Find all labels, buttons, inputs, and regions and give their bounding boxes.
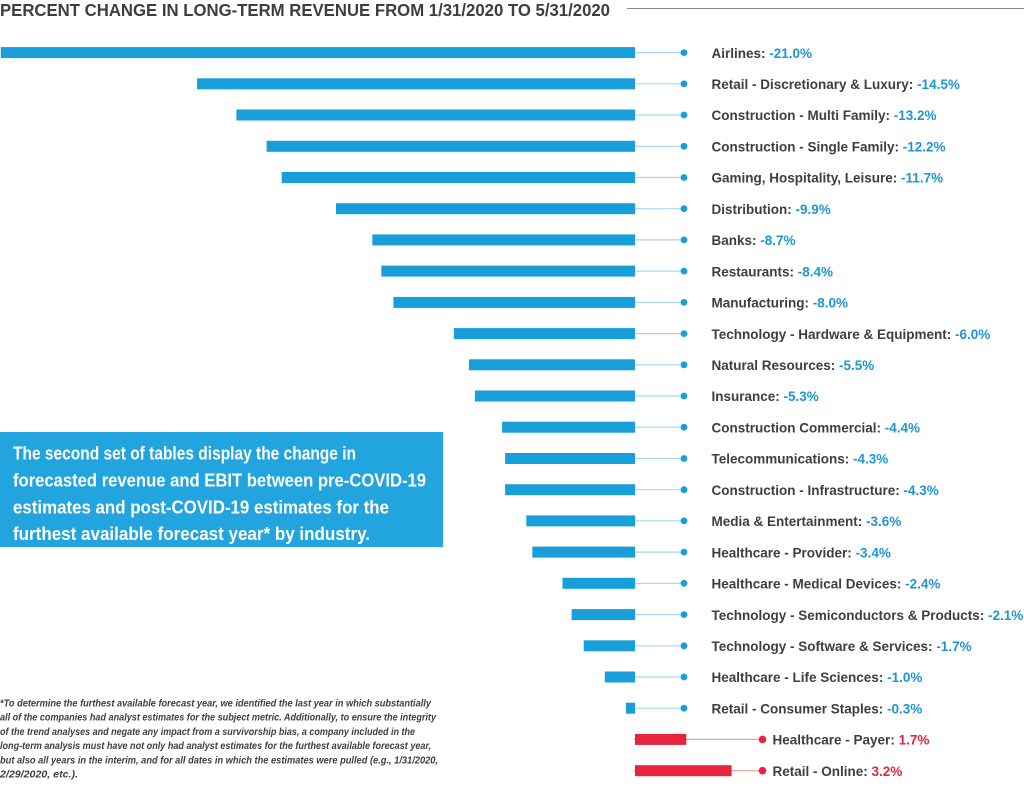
svg-text:Natural Resources: -5.5%: Natural Resources: -5.5% bbox=[712, 358, 875, 373]
svg-text:Construction Commercial: -4.4%: Construction Commercial: -4.4% bbox=[712, 420, 921, 435]
svg-text:Airlines: -21.0%: Airlines: -21.0% bbox=[712, 46, 813, 61]
svg-text:Technology - Software & Servic: Technology - Software & Services: -1.7% bbox=[712, 639, 972, 654]
svg-text:Media & Entertainment: -3.6%: Media & Entertainment: -3.6% bbox=[712, 514, 902, 529]
svg-text:furthest available forecast ye: furthest available forecast year* by ind… bbox=[13, 523, 370, 544]
svg-text:Retail - Online: 3.2%: Retail - Online: 3.2% bbox=[773, 764, 903, 779]
svg-text:Construction - Multi Family: -: Construction - Multi Family: -13.2% bbox=[712, 108, 937, 123]
svg-text:Manufacturing: -8.0%: Manufacturing: -8.0% bbox=[712, 296, 849, 311]
svg-text:Retail - Discretionary & Luxur: Retail - Discretionary & Luxury: -14.5% bbox=[712, 77, 960, 92]
svg-text:*To determine the furthest ava: *To determine the furthest available for… bbox=[0, 699, 431, 710]
svg-text:Technology - Hardware & Equipm: Technology - Hardware & Equipment: -6.0% bbox=[712, 327, 991, 342]
svg-text:all of the companies had analy: all of the companies had analyst estimat… bbox=[0, 713, 436, 724]
svg-text:estimates and post-COVID-19 es: estimates and post-COVID-19 estimates fo… bbox=[13, 497, 389, 518]
svg-text:Healthcare - Life Sciences: -1: Healthcare - Life Sciences: -1.0% bbox=[712, 670, 923, 685]
svg-text:Technology - Semiconductors &: Technology - Semiconductors & Products: … bbox=[712, 608, 1024, 623]
svg-text:Construction - Single Family:: Construction - Single Family: -12.2% bbox=[712, 140, 946, 155]
svg-text:Construction - Infrastructure:: Construction - Infrastructure: -4.3% bbox=[712, 483, 939, 498]
svg-text:Retail - Consumer Staples: -0.: Retail - Consumer Staples: -0.3% bbox=[712, 701, 923, 716]
svg-text:Healthcare - Provider: -3.4%: Healthcare - Provider: -3.4% bbox=[712, 545, 891, 560]
svg-text:forecasted revenue and EBIT be: forecasted revenue and EBIT between pre-… bbox=[13, 470, 426, 491]
svg-text:Banks: -8.7%: Banks: -8.7% bbox=[712, 233, 796, 248]
svg-text:long-term analysis must have n: long-term analysis must have not only ha… bbox=[0, 741, 431, 752]
svg-text:The second set of tables displ: The second set of tables display the cha… bbox=[13, 443, 356, 464]
svg-text:but also all years in the inte: but also all years in the interim, and f… bbox=[0, 755, 438, 766]
svg-text:2/29/2020, etc.).: 2/29/2020, etc.). bbox=[0, 770, 78, 781]
svg-text:Insurance: -5.3%: Insurance: -5.3% bbox=[712, 389, 819, 404]
svg-text:PERCENT CHANGE IN LONG-TERM RE: PERCENT CHANGE IN LONG-TERM REVENUE FROM… bbox=[0, 0, 610, 20]
svg-text:Healthcare - Medical Devices:: Healthcare - Medical Devices: -2.4% bbox=[712, 577, 941, 592]
svg-text:Gaming, Hospitality, Leisure:: Gaming, Hospitality, Leisure: -11.7% bbox=[712, 171, 944, 186]
svg-text:Distribution: -9.9%: Distribution: -9.9% bbox=[712, 202, 831, 217]
svg-text:Healthcare - Payer: 1.7%: Healthcare - Payer: 1.7% bbox=[773, 733, 930, 748]
svg-text:Telecommunications: -4.3%: Telecommunications: -4.3% bbox=[712, 452, 889, 467]
svg-text:of the trend analyses and nega: of the trend analyses and negate any imp… bbox=[0, 727, 415, 738]
svg-text:Restaurants: -8.4%: Restaurants: -8.4% bbox=[712, 264, 834, 279]
